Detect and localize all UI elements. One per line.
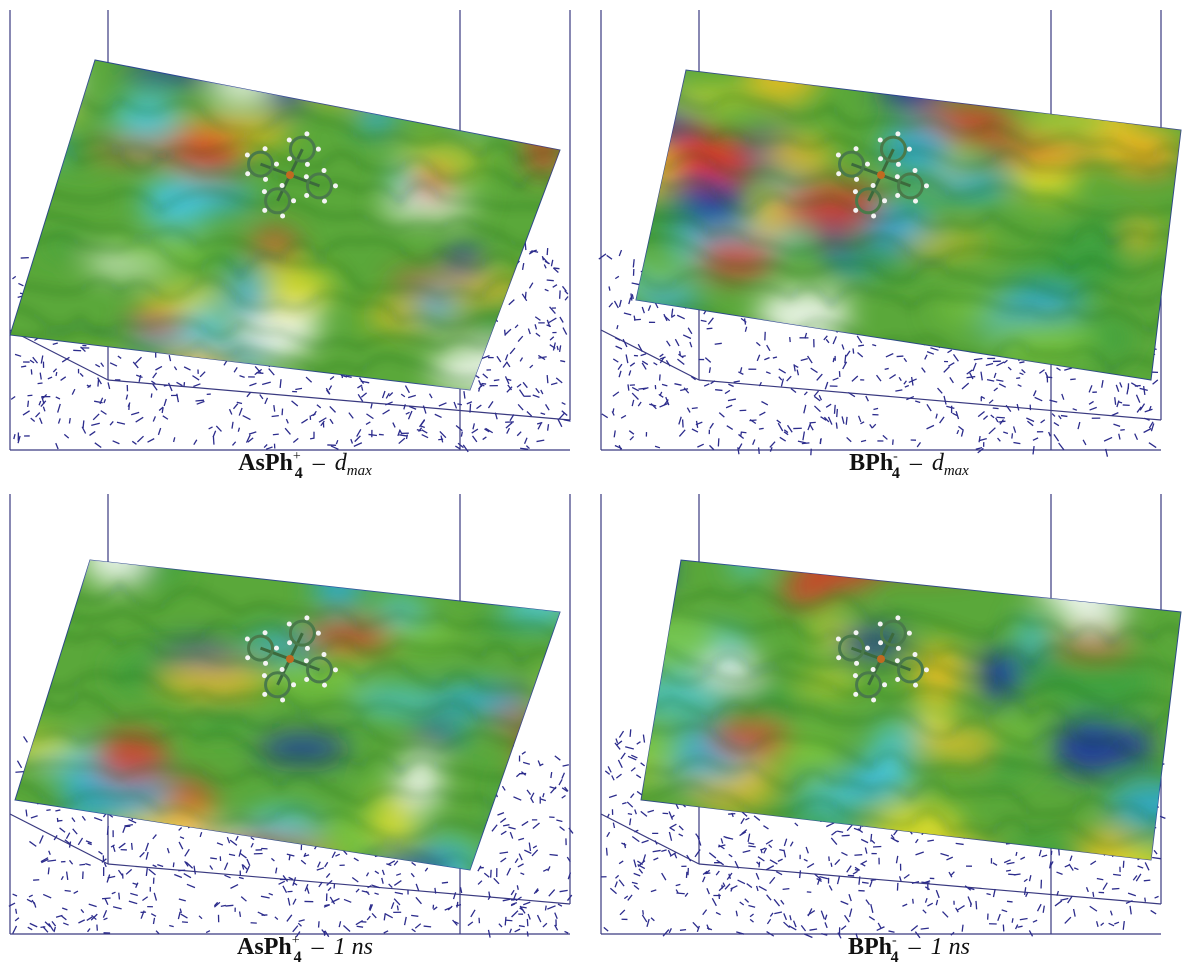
ion-charge: + bbox=[292, 933, 300, 948]
ion-subscript: 4 bbox=[295, 465, 303, 482]
condition: 1 ns bbox=[334, 934, 373, 960]
separator: – bbox=[908, 934, 922, 960]
condition-subscript: max bbox=[347, 463, 372, 479]
separator: – bbox=[311, 934, 325, 960]
ion: AsPh bbox=[238, 450, 293, 476]
simulation-render bbox=[600, 494, 1182, 939]
ion: BPh bbox=[848, 934, 892, 960]
condition-subscript: max bbox=[944, 463, 969, 479]
panel: BPh-4– dmax bbox=[598, 10, 1182, 482]
caption: BPh-4– dmax bbox=[849, 449, 969, 482]
simulation-render bbox=[9, 10, 571, 453]
condition: d bbox=[335, 450, 348, 476]
condition: 1 ns bbox=[931, 934, 970, 960]
caption: BPh-4–1 ns bbox=[848, 933, 970, 966]
ion-subscript: 4 bbox=[294, 949, 302, 966]
ion-charge: - bbox=[892, 933, 897, 948]
ion-subscript: 4 bbox=[892, 465, 900, 482]
ion: BPh bbox=[849, 450, 893, 476]
simulation-render bbox=[8, 494, 574, 938]
ion-charge: + bbox=[293, 449, 301, 464]
ion: AsPh bbox=[237, 934, 292, 960]
ion-subscript: 4 bbox=[891, 949, 899, 966]
caption: AsPh+ 4–1 ns bbox=[237, 933, 373, 966]
simulation-render bbox=[598, 10, 1182, 457]
panel: AsPh+ 4–1 ns bbox=[8, 494, 574, 966]
caption: AsPh+ 4– dmax bbox=[238, 449, 372, 482]
condition: d bbox=[932, 450, 945, 476]
separator: – bbox=[909, 450, 923, 476]
ion-charge: - bbox=[893, 449, 898, 464]
separator: – bbox=[312, 450, 326, 476]
panel: AsPh+ 4– dmax bbox=[9, 10, 571, 482]
panel: BPh-4–1 ns bbox=[600, 494, 1182, 966]
